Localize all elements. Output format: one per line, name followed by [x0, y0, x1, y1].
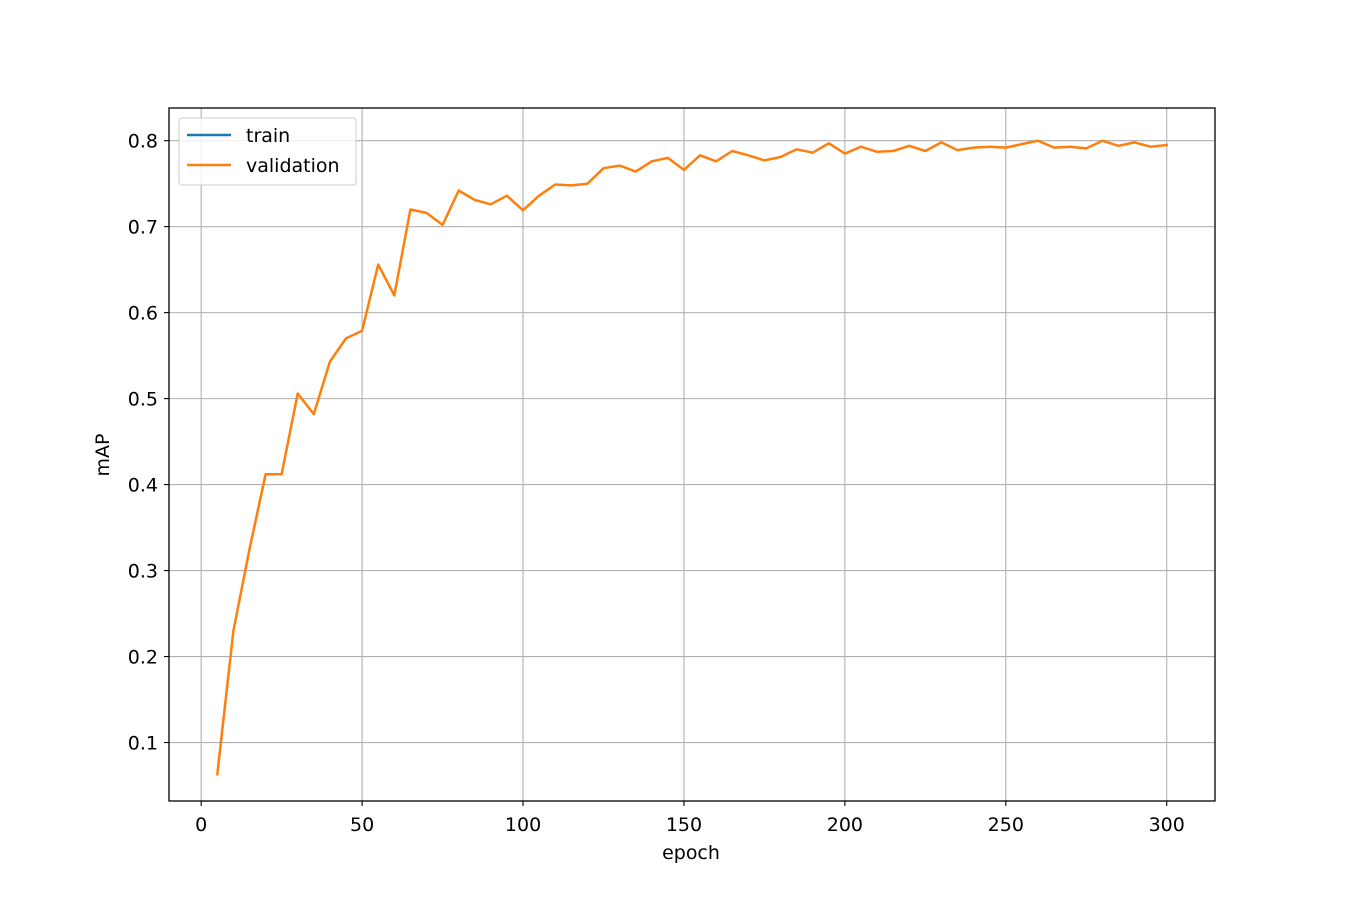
grid-lines	[169, 108, 1215, 801]
y-axis-label: mAP	[92, 434, 114, 477]
y-tick-label: 0.4	[128, 475, 158, 497]
series-lines	[215, 139, 1169, 776]
y-tick-label: 0.1	[128, 733, 158, 755]
x-tick-label: 300	[1149, 814, 1185, 836]
x-tick-label: 250	[988, 814, 1024, 836]
y-tick-label: 0.7	[128, 217, 158, 239]
x-axis-label: epoch	[662, 842, 720, 864]
plot-frame	[168, 107, 1216, 802]
series-line-validation	[215, 139, 1169, 776]
x-tick-label: 100	[505, 814, 541, 836]
y-tick-label: 0.6	[128, 303, 158, 325]
y-tick-label: 0.5	[128, 389, 158, 411]
y-tick-label: 0.2	[128, 647, 158, 669]
x-tick-label: 150	[666, 814, 702, 836]
x-tick-label: 50	[350, 814, 374, 836]
legend-label-train: train	[246, 125, 290, 147]
y-tick-label: 0.3	[128, 561, 158, 583]
x-tick-label: 0	[195, 814, 207, 836]
x-tick-label: 200	[827, 814, 863, 836]
plot-area-background	[169, 108, 1215, 801]
y-tick-label: 0.8	[128, 131, 158, 153]
legend: train validation	[178, 117, 357, 186]
legend-label-validation: validation	[246, 155, 340, 177]
axis-ticks: 0 50 100 150 200 250 300 0.1 0.2 0.3 0.4 0.5 0.6 0.7 0…	[128, 131, 1185, 836]
